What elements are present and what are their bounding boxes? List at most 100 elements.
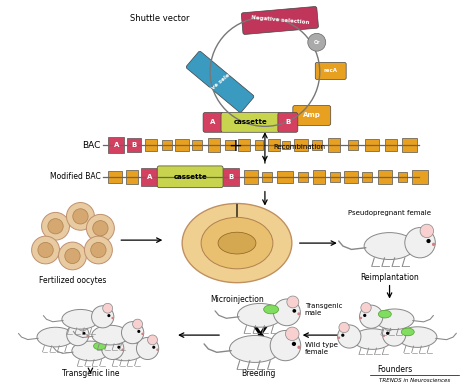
Circle shape [285, 327, 299, 341]
Circle shape [287, 296, 299, 308]
Bar [378, 170, 392, 184]
Circle shape [273, 299, 301, 326]
Bar [175, 139, 189, 151]
Circle shape [363, 314, 366, 317]
Circle shape [292, 309, 296, 313]
Circle shape [86, 334, 89, 337]
Ellipse shape [107, 341, 144, 361]
Circle shape [292, 342, 296, 346]
Circle shape [337, 336, 340, 339]
FancyBboxPatch shape [157, 166, 223, 188]
Ellipse shape [375, 309, 414, 329]
Bar [233, 238, 239, 248]
Circle shape [38, 242, 53, 258]
FancyBboxPatch shape [315, 63, 346, 79]
Circle shape [360, 305, 383, 328]
Ellipse shape [229, 336, 281, 362]
Circle shape [121, 322, 144, 344]
Circle shape [103, 303, 113, 313]
Bar [344, 171, 358, 183]
Ellipse shape [401, 328, 414, 336]
Bar [412, 170, 428, 184]
Circle shape [93, 221, 108, 236]
Ellipse shape [218, 232, 256, 254]
Circle shape [156, 349, 159, 351]
Bar [313, 170, 325, 184]
Ellipse shape [264, 305, 279, 314]
Text: BAC: BAC [82, 141, 100, 150]
Circle shape [42, 212, 70, 240]
Bar [225, 140, 235, 150]
Text: cassette: cassette [173, 174, 207, 180]
Circle shape [427, 239, 431, 243]
Bar [223, 168, 239, 186]
Circle shape [107, 314, 110, 317]
Circle shape [73, 209, 88, 224]
Circle shape [405, 228, 435, 258]
Ellipse shape [364, 233, 415, 260]
Bar [109, 171, 122, 183]
Circle shape [337, 325, 361, 348]
Circle shape [78, 321, 88, 331]
Text: TRENDS in Neurosciences: TRENDS in Neurosciences [379, 377, 450, 382]
Text: Recombination: Recombination [273, 144, 325, 150]
Text: Modified BAC: Modified BAC [50, 172, 100, 181]
Circle shape [384, 320, 394, 331]
Text: B: B [228, 174, 234, 180]
Text: Negative selection: Negative selection [251, 15, 309, 25]
Circle shape [420, 224, 434, 238]
FancyBboxPatch shape [203, 113, 223, 132]
Ellipse shape [182, 204, 292, 283]
Text: Positive selection: Positive selection [197, 62, 243, 101]
Text: B: B [285, 119, 291, 126]
Bar [255, 140, 263, 150]
Bar [208, 138, 220, 152]
Bar [128, 138, 141, 152]
Text: A: A [210, 119, 216, 126]
Ellipse shape [72, 341, 109, 361]
FancyBboxPatch shape [186, 51, 254, 113]
Circle shape [308, 33, 326, 51]
Circle shape [67, 324, 89, 346]
Circle shape [48, 218, 63, 234]
Text: Fertilized oocytes: Fertilized oocytes [39, 276, 106, 285]
Circle shape [86, 214, 114, 242]
Circle shape [383, 323, 406, 346]
Circle shape [84, 236, 112, 264]
Circle shape [133, 319, 143, 329]
Ellipse shape [201, 217, 273, 269]
Bar [238, 139, 250, 151]
Text: Amp: Amp [303, 113, 321, 118]
Circle shape [137, 330, 140, 333]
Circle shape [82, 332, 85, 335]
Circle shape [152, 346, 155, 349]
Ellipse shape [398, 327, 437, 348]
Circle shape [339, 322, 349, 333]
Bar [384, 139, 397, 151]
Circle shape [360, 317, 362, 319]
Bar [347, 140, 358, 150]
Circle shape [141, 333, 144, 335]
Text: Wild type
female: Wild type female [305, 343, 337, 356]
FancyBboxPatch shape [221, 113, 280, 132]
Bar [226, 238, 232, 248]
Text: +: + [228, 137, 242, 155]
Text: B: B [132, 142, 137, 148]
Bar [162, 140, 172, 150]
Text: Shuttle vector: Shuttle vector [130, 14, 190, 23]
Ellipse shape [237, 303, 283, 327]
Bar [277, 171, 293, 183]
Circle shape [66, 202, 94, 230]
Text: Pseudopregnant female: Pseudopregnant female [348, 210, 431, 217]
Bar [398, 172, 408, 182]
Text: Founders: Founders [377, 365, 412, 374]
FancyBboxPatch shape [293, 106, 331, 125]
Ellipse shape [378, 310, 392, 318]
Text: Transgenic
male: Transgenic male [305, 303, 342, 316]
Text: A: A [146, 174, 152, 180]
Bar [141, 168, 157, 186]
Text: Breeding: Breeding [241, 369, 275, 378]
FancyBboxPatch shape [278, 113, 298, 132]
Circle shape [297, 346, 301, 349]
Circle shape [147, 335, 157, 345]
